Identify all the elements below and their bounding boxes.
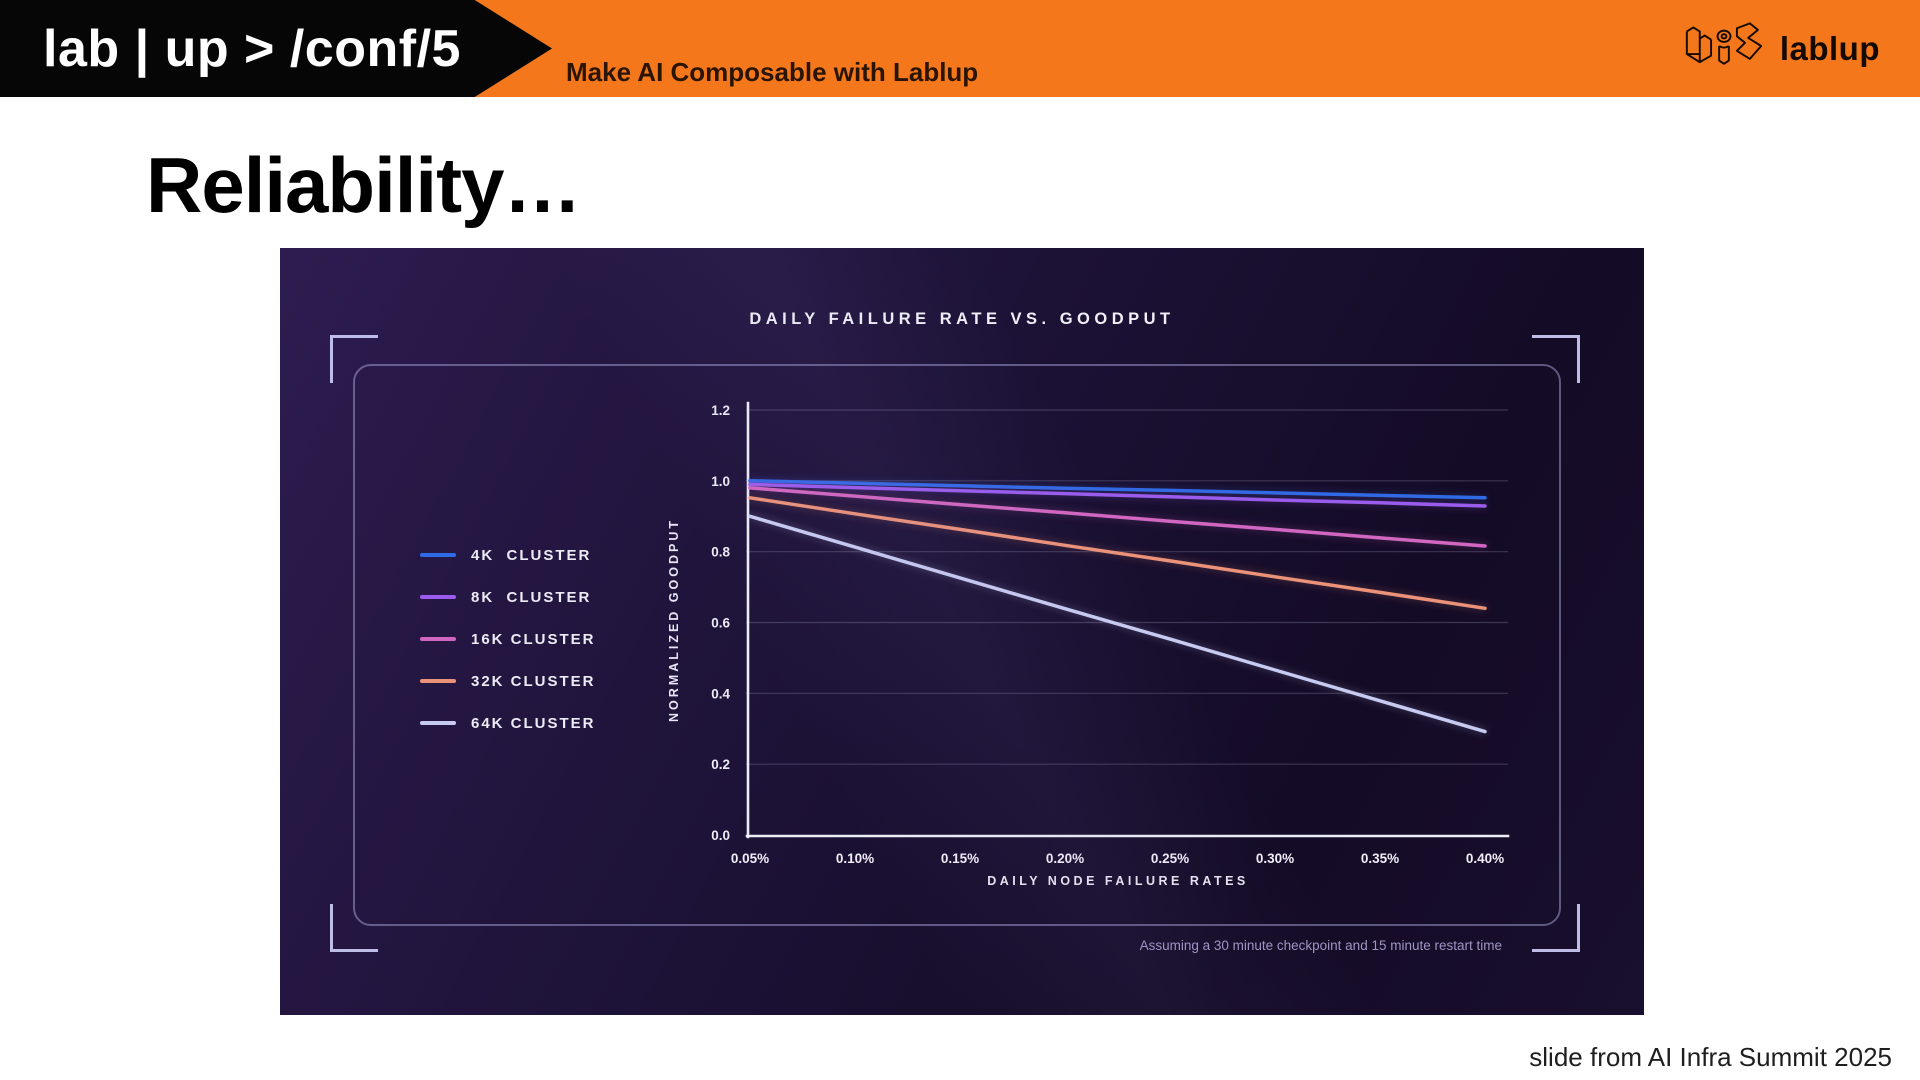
svg-text:1.2: 1.2 [711,403,730,418]
series-line-16k-cluster [748,486,1487,548]
legend-item: 16K CLUSTER [420,618,596,660]
legend-color-dash [420,553,456,557]
series-line-32k-cluster [748,496,1487,611]
chart-title: DAILY FAILURE RATE VS. GOODPUT [749,310,1175,328]
svg-text:0.25%: 0.25% [1151,851,1189,866]
legend-label: 4K CLUSTER [471,546,592,564]
svg-text:0.30%: 0.30% [1256,851,1294,866]
legend-label: 8K CLUSTER [471,588,592,606]
svg-text:0.4: 0.4 [711,686,730,701]
chart-panel: DAILY FAILURE RATE VS. GOODPUT 4K CLUSTE… [280,248,1644,1015]
legend-item: 32K CLUSTER [420,660,596,702]
legend-item: 8K CLUSTER [420,576,596,618]
line-chart: 0.0 0.2 0.4 0.6 0.8 1.0 1.2 0.05% 0.10% 0.15% 0.20… [667,401,1510,888]
gridlines [746,409,1508,765]
series-line-4k-cluster [748,479,1487,500]
svg-text:0.8: 0.8 [711,545,730,560]
svg-text:0.6: 0.6 [711,616,730,631]
slide-credit: slide from AI Infra Summit 2025 [1529,1042,1892,1072]
y-tick-labels: 0.0 0.2 0.4 0.6 0.8 1.0 1.2 [711,403,730,843]
svg-text:0.35%: 0.35% [1361,851,1399,866]
legend-label: 32K CLUSTER [471,672,596,690]
header-bar: lab | up > /conf/5 Make AI Composable wi… [0,0,1920,97]
svg-text:0.10%: 0.10% [836,851,874,866]
x-axis-title: DAILY NODE FAILURE RATES [987,874,1249,888]
legend-color-dash [420,721,456,725]
corner-bracket-top-right [1532,335,1580,383]
series-line-8k-cluster [748,482,1487,508]
chart-legend: 4K CLUSTER 8K CLUSTER 16K CLUSTER 32K CLUST… [420,534,596,744]
legend-item: 64K CLUSTER [420,702,596,744]
legend-color-dash [420,679,456,683]
conference-banner: lab | up > /conf/5 [0,0,552,97]
legend-color-dash [420,595,456,599]
lablup-logo-icon [1682,15,1766,82]
svg-text:0.40%: 0.40% [1466,851,1504,866]
svg-text:0.20%: 0.20% [1046,851,1084,866]
page-title: Reliability… [146,141,581,229]
legend-label: 16K CLUSTER [471,630,596,648]
corner-bracket-top-left [330,335,378,383]
svg-text:0.15%: 0.15% [941,851,979,866]
y-axis-title: NORMALIZED GOODPUT [667,518,681,722]
svg-text:0.2: 0.2 [711,757,730,772]
svg-text:0.05%: 0.05% [731,851,769,866]
corner-bracket-bottom-right [1532,904,1580,952]
x-tick-labels: 0.05% 0.10% 0.15% 0.20% 0.25% 0.30% 0.35% 0.40% [731,851,1504,866]
header-tagline: Make AI Composable with Lablup [566,57,979,87]
legend-label: 64K CLUSTER [471,714,596,732]
corner-bracket-bottom-left [330,904,378,952]
brand-name: lablup [1779,29,1880,67]
chart-footnote: Assuming a 30 minute checkpoint and 15 m… [1139,938,1502,953]
brand-lockup: lablup [1682,0,1880,97]
series-line-64k-cluster [748,514,1487,734]
conference-banner-text: lab | up > /conf/5 [43,19,461,78]
legend-item: 4K CLUSTER [420,534,596,576]
svg-text:0.0: 0.0 [711,828,730,843]
chart-frame [353,364,1561,926]
svg-text:1.0: 1.0 [711,474,730,489]
axes [745,401,1510,839]
legend-color-dash [420,637,456,641]
